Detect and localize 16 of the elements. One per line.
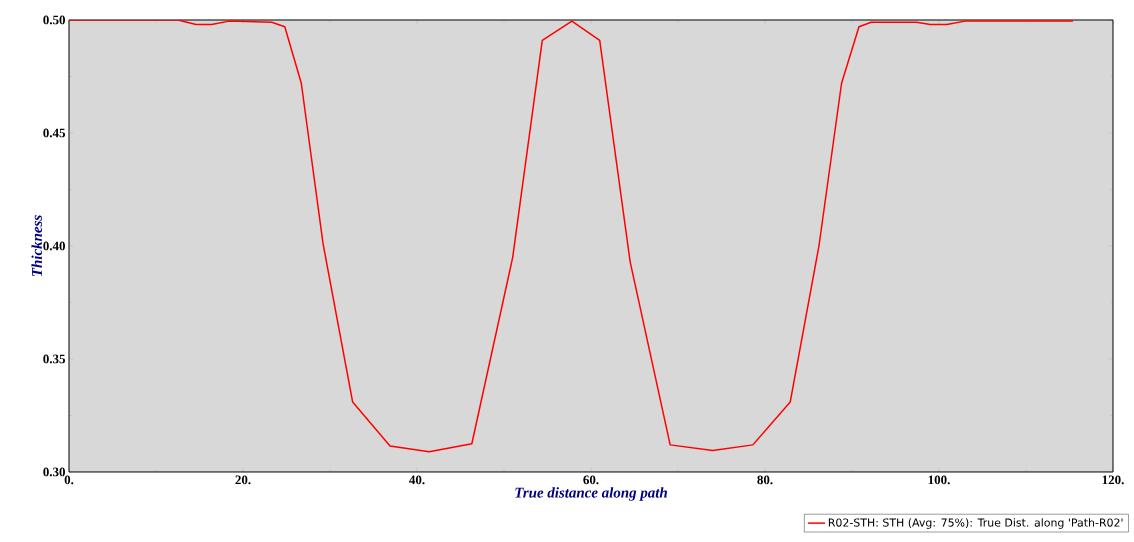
x-tick-label: 20. xyxy=(235,475,251,485)
x-tick-label: 60. xyxy=(583,475,599,485)
x-tick-label: 40. xyxy=(409,475,425,485)
x-axis-title: True distance along path xyxy=(515,487,667,501)
legend-label: R02-STH: STH (Avg: 75%): True Dist. along 'Path-R02' xyxy=(828,518,1123,529)
line-series xyxy=(69,19,1074,453)
y-axis-title: Thickness xyxy=(31,215,42,277)
y-tick-label: 0.50 xyxy=(43,15,65,25)
x-tick-label: 80. xyxy=(757,475,773,485)
y-tick-label: 0.30 xyxy=(43,467,65,477)
y-tick-label: 0.35 xyxy=(43,354,66,364)
x-tick-label: 100. xyxy=(928,475,950,485)
x-tick-label: 0. xyxy=(64,475,74,485)
x-tick-label: 120. xyxy=(1102,475,1124,485)
y-tick-label: 0.40 xyxy=(43,241,65,251)
y-tick-label: 0.45 xyxy=(43,128,66,138)
